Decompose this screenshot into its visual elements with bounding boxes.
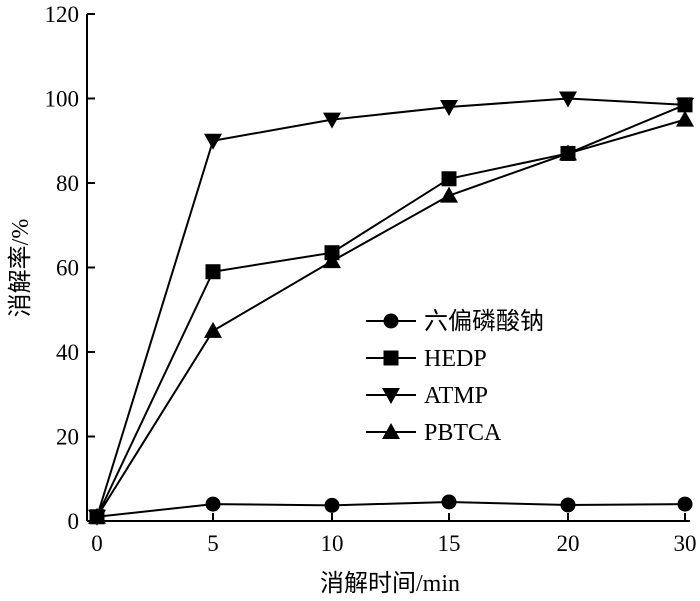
x-axis-label: 消解时间/min — [320, 570, 460, 597]
y-tick-label: 120 — [45, 2, 80, 27]
series-line — [96, 500, 686, 518]
legend-label: 六偏磷酸钠 — [424, 308, 544, 335]
y-tick-label: 0 — [68, 509, 80, 534]
y-tick-label: 60 — [56, 256, 79, 281]
data-point — [323, 252, 341, 269]
legend: 六偏磷酸钠 HEDP ATMP PBTCA — [366, 308, 544, 446]
series-line — [96, 118, 686, 518]
series-line — [96, 97, 686, 518]
series-layer — [88, 91, 694, 526]
y-tick-label: 20 — [56, 425, 79, 450]
x-tick-label: 20 — [557, 531, 580, 556]
legend-label: ATMP — [424, 383, 488, 409]
y-tick-label: 40 — [56, 340, 79, 365]
data-point — [205, 264, 221, 280]
data-point — [324, 497, 340, 513]
legend-item: PBTCA — [366, 420, 502, 446]
legend-marker — [382, 388, 400, 404]
series-1 — [89, 494, 693, 525]
data-point — [560, 497, 576, 513]
x-axis-ticks: 0 5 10 15 20 30 — [91, 513, 697, 556]
axes — [86, 14, 690, 522]
legend-marker — [383, 350, 399, 366]
series-line — [96, 103, 686, 518]
series-2 — [89, 97, 693, 525]
y-axis-ticks: 0 20 40 60 80 100 120 — [45, 2, 95, 534]
data-point — [440, 186, 458, 203]
legend-marker — [383, 313, 399, 329]
data-point — [323, 112, 341, 129]
series-3 — [88, 91, 694, 526]
y-tick-label: 80 — [56, 171, 79, 196]
x-tick-label: 0 — [91, 531, 103, 556]
data-point — [205, 496, 221, 512]
legend-item: ATMP — [366, 383, 488, 409]
y-axis-label: 消解率/% — [7, 219, 34, 318]
legend-item: HEDP — [366, 346, 487, 372]
data-point — [204, 133, 222, 150]
x-tick-label: 30 — [674, 531, 697, 556]
legend-marker — [382, 423, 400, 439]
legend-label: HEDP — [424, 346, 487, 372]
series-4 — [88, 110, 694, 524]
x-tick-label: 10 — [321, 531, 344, 556]
x-tick-label: 15 — [438, 531, 461, 556]
data-point — [204, 321, 222, 338]
data-point — [559, 91, 577, 108]
data-point — [441, 494, 457, 510]
data-point — [440, 99, 458, 116]
data-point — [559, 144, 577, 161]
legend-label: PBTCA — [424, 420, 502, 446]
legend-item: 六偏磷酸钠 — [366, 308, 544, 335]
y-tick-label: 100 — [45, 87, 80, 112]
data-point — [676, 97, 694, 114]
x-tick-label: 5 — [207, 531, 219, 556]
data-point — [677, 496, 693, 512]
data-point — [88, 507, 106, 524]
data-point — [676, 110, 694, 127]
data-point — [441, 171, 457, 187]
